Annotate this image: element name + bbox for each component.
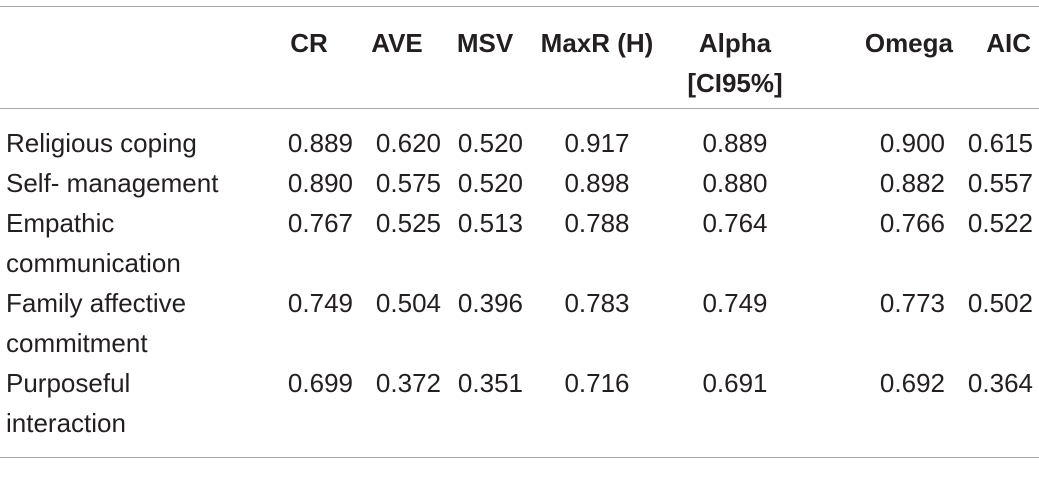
header-empty — [0, 7, 265, 109]
row-label-line1: Religious coping — [6, 128, 197, 158]
cell-aic: 0.502 — [967, 288, 1033, 318]
cell-ave: 0.525 — [375, 208, 441, 238]
row-label: Family affective commitment — [0, 283, 265, 363]
cell-omega: 0.692 — [879, 368, 945, 398]
header-maxr: MaxR (H) — [540, 28, 654, 58]
cell-maxr: 0.788 — [564, 208, 630, 238]
cell-cr: 0.890 — [287, 168, 353, 198]
row-label: Empathic communication — [0, 203, 265, 283]
table-row: Family affective commitment 0.749 0.504 … — [0, 283, 1039, 363]
row-label-line1: Family affective — [6, 288, 187, 318]
row-label-line2: interaction — [6, 408, 126, 438]
cell-alpha: 0.889 — [702, 128, 768, 158]
cell-omega: 0.766 — [879, 208, 945, 238]
row-label-line2: communication — [6, 248, 181, 278]
header-ave: AVE — [371, 28, 423, 58]
cell-msv: 0.520 — [457, 168, 523, 198]
row-label-line1: Purposeful — [6, 368, 131, 398]
table-header-row: CR AVE MSV MaxR (H) Alpha [CI95%] Omega … — [0, 6, 1039, 109]
cell-msv: 0.513 — [457, 208, 523, 238]
cell-cr: 0.889 — [287, 128, 353, 158]
cell-ave: 0.372 — [375, 368, 441, 398]
cell-msv: 0.396 — [457, 288, 523, 318]
table-row: Purposeful interaction 0.699 0.372 0.351… — [0, 363, 1039, 458]
cell-aic: 0.557 — [967, 168, 1033, 198]
header-msv: MSV — [456, 28, 514, 58]
cell-omega: 0.773 — [879, 288, 945, 318]
cell-aic: 0.615 — [967, 128, 1033, 158]
cell-maxr: 0.783 — [564, 288, 630, 318]
header-alpha-line1: Alpha — [698, 28, 772, 58]
cell-alpha: 0.691 — [702, 368, 768, 398]
row-label-line2: commitment — [6, 328, 148, 358]
table-row: Self- management 0.890 0.575 0.520 0.898… — [0, 163, 1039, 203]
header-alpha: Alpha [CI95%] — [665, 7, 805, 109]
header-cr: CR — [290, 28, 328, 58]
row-label: Purposeful interaction — [0, 363, 265, 458]
cell-maxr: 0.917 — [564, 128, 630, 158]
cell-omega: 0.882 — [879, 168, 945, 198]
cell-cr: 0.767 — [287, 208, 353, 238]
cell-alpha: 0.764 — [702, 208, 768, 238]
table-row: Religious coping 0.889 0.620 0.520 0.917… — [0, 109, 1039, 164]
cell-ave: 0.575 — [375, 168, 441, 198]
cell-aic: 0.364 — [967, 368, 1033, 398]
cell-cr: 0.749 — [287, 288, 353, 318]
cell-alpha: 0.880 — [702, 168, 768, 198]
cell-cr: 0.699 — [287, 368, 353, 398]
header-alpha-line2: [CI95%] — [687, 68, 783, 98]
row-label: Self- management — [0, 163, 265, 203]
cell-msv: 0.351 — [457, 368, 523, 398]
cell-aic: 0.522 — [967, 208, 1033, 238]
reliability-table: CR AVE MSV MaxR (H) Alpha [CI95%] Omega … — [0, 6, 1039, 458]
cell-maxr: 0.898 — [564, 168, 630, 198]
table-row: Empathic communication 0.767 0.525 0.513… — [0, 203, 1039, 283]
cell-ave: 0.620 — [375, 128, 441, 158]
row-label: Religious coping — [0, 109, 265, 164]
header-omega: Omega — [864, 28, 953, 58]
cell-maxr: 0.716 — [564, 368, 630, 398]
header-aic: AIC — [986, 28, 1031, 58]
cell-msv: 0.520 — [457, 128, 523, 158]
cell-alpha: 0.749 — [702, 288, 768, 318]
row-label-line1: Empathic — [6, 208, 115, 238]
cell-omega: 0.900 — [879, 128, 945, 158]
row-label-line1: Self- management — [6, 168, 219, 198]
cell-ave: 0.504 — [375, 288, 441, 318]
